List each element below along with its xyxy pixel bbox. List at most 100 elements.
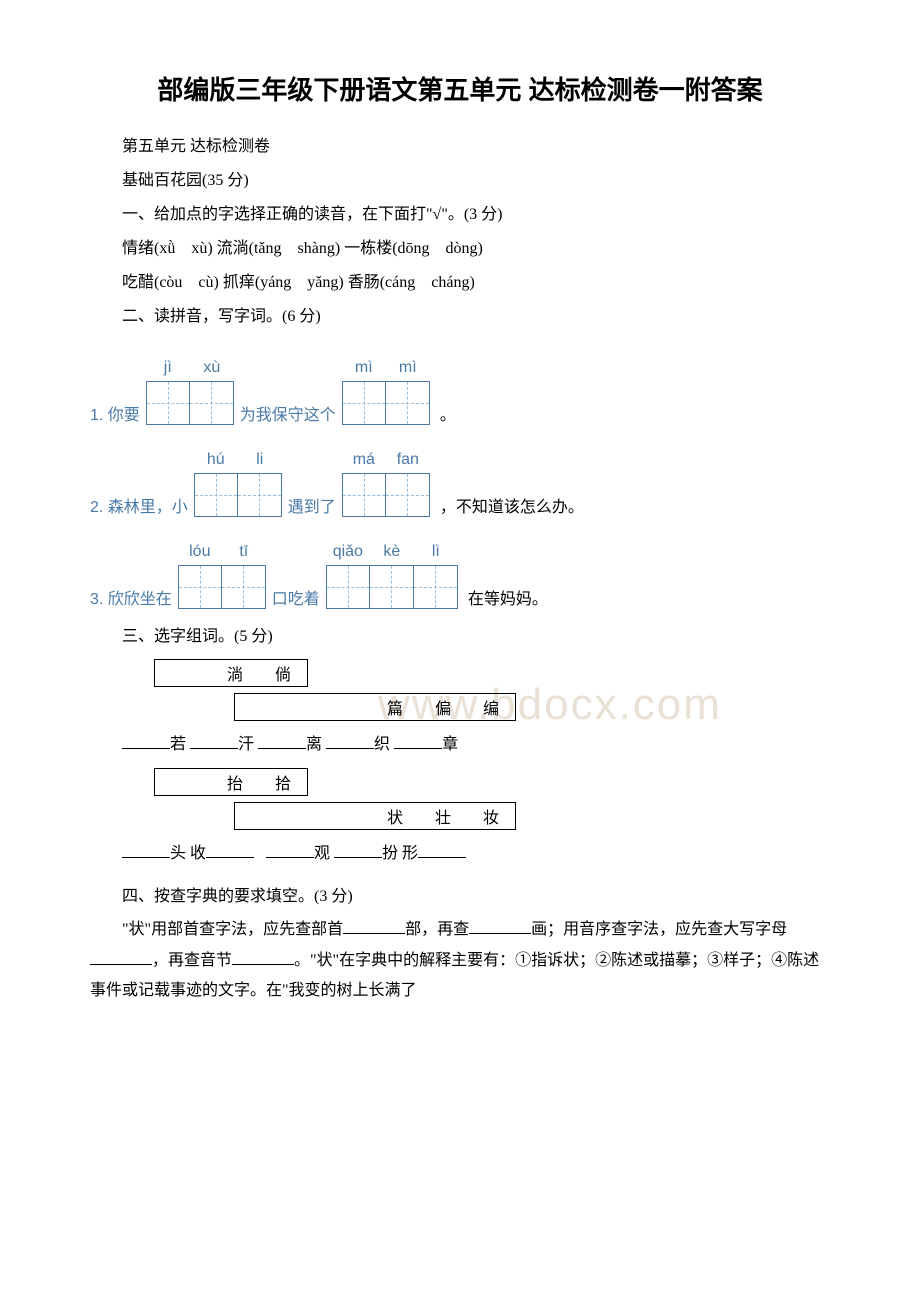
q1-line1: 情绪(xǜ xù) 流淌(tǎng shàng) 一栋楼(dōng dòng) — [90, 233, 830, 265]
character-write-box[interactable] — [194, 473, 238, 517]
pinyin-box-group: hú li — [194, 451, 282, 517]
q3-header: 三、选字组词。(5 分) — [90, 621, 830, 653]
pinyin-box[interactable]: kè — [370, 543, 414, 609]
pinyin-box[interactable]: lóu — [178, 543, 222, 609]
character-write-box[interactable] — [386, 473, 430, 517]
fill-blank[interactable] — [343, 918, 405, 934]
pinyin-box[interactable]: xù — [190, 359, 234, 425]
pinyin-label: fan — [397, 451, 419, 471]
q4-header: 四、按查字典的要求填空。(3 分) — [90, 881, 830, 913]
pinyin-box-group: lóutī — [178, 543, 266, 609]
pinyin-label: lì — [432, 543, 440, 563]
pinyin-box[interactable]: li — [238, 451, 282, 517]
pinyin-label: mì — [355, 359, 373, 379]
fill-blank[interactable] — [206, 842, 254, 858]
fill-blank[interactable] — [326, 733, 374, 749]
pinyin-box-group: qiǎokèlì — [326, 543, 458, 609]
pinyin-box[interactable]: mì — [342, 359, 386, 425]
pinyin-label: tī — [239, 543, 248, 563]
fill-blank[interactable] — [266, 842, 314, 858]
char-choice-box: 淌 倘 — [154, 659, 308, 687]
blank-label: 织 — [374, 736, 394, 753]
pinyin-box-group: jì xù — [146, 359, 234, 425]
q3-choice-row-1: 淌 倘 — [90, 659, 830, 687]
q3-choice-row-2: 篇 偏 编 — [90, 693, 830, 721]
fill-blank[interactable] — [190, 733, 238, 749]
blank-label: 头 收 — [170, 845, 206, 862]
q1-header: 一、给加点的字选择正确的读音，在下面打"√"。(3 分) — [90, 199, 830, 231]
character-write-box[interactable] — [190, 381, 234, 425]
blank-label: 离 — [306, 736, 326, 753]
pinyin-label: jì — [164, 359, 172, 379]
fill-blank[interactable] — [469, 918, 531, 934]
q4-text-fragment: 画；用音序查字法，应先查大写字母 — [531, 921, 787, 938]
pinyin-label: má — [353, 451, 375, 471]
pinyin-box[interactable]: lì — [414, 543, 458, 609]
q4-text-fragment: "状"用部首查字法，应先查部首 — [122, 921, 343, 938]
character-write-box[interactable] — [178, 565, 222, 609]
pinyin-box[interactable]: tī — [222, 543, 266, 609]
q4-text-fragment: 部，再查 — [405, 921, 469, 938]
character-write-box[interactable] — [326, 565, 370, 609]
character-write-box[interactable] — [146, 381, 190, 425]
question-suffix: 。 — [440, 401, 456, 425]
pinyin-question-row: 2. 森林里，小 hú li 遇到了 má fan ，不知道该怎么办。 — [90, 451, 830, 517]
page-title: 部编版三年级下册语文第五单元 达标检测卷一附答案 — [90, 70, 830, 107]
q1-line2: 吃醋(còu cù) 抓痒(yáng yǎng) 香肠(cáng cháng) — [90, 267, 830, 299]
q3-blanks-row-2: 头 收 观 扮 形 — [90, 836, 830, 871]
pinyin-box[interactable]: hú — [194, 451, 238, 517]
q3-choice-row-3: 抬 拾 — [90, 768, 830, 796]
pinyin-box-group: má fan — [342, 451, 430, 517]
pinyin-box[interactable]: fan — [386, 451, 430, 517]
subtitle: 第五单元 达标检测卷 — [90, 131, 830, 163]
character-write-box[interactable] — [370, 565, 414, 609]
question-mid: 为我保守这个 — [240, 401, 336, 425]
character-write-box[interactable] — [342, 473, 386, 517]
q2-items: 1. 你要 jì xù 为我保守这个 mì mì 。 2. 森林里，小 hú li 遇到了 má fan… — [90, 359, 830, 609]
pinyin-label: qiǎo — [333, 543, 363, 563]
section-base: 基础百花园(35 分) — [90, 165, 830, 197]
character-write-box[interactable] — [414, 565, 458, 609]
question-suffix: 在等妈妈。 — [468, 585, 548, 609]
character-write-box[interactable] — [386, 381, 430, 425]
blank-label: 章 — [442, 736, 458, 753]
fill-blank[interactable] — [232, 949, 294, 965]
question-prefix: 2. 森林里，小 — [90, 493, 188, 517]
fill-blank[interactable] — [394, 733, 442, 749]
pinyin-label: mì — [399, 359, 417, 379]
question-mid: 遇到了 — [288, 493, 336, 517]
blank-label: 观 — [314, 845, 330, 862]
fill-blank[interactable] — [122, 842, 170, 858]
pinyin-box[interactable]: mì — [386, 359, 430, 425]
fill-blank[interactable] — [418, 842, 466, 858]
question-mid: 口吃着 — [272, 585, 320, 609]
q3-blanks-row-1: 若 汗 离 织 章 — [90, 727, 830, 762]
pinyin-box[interactable]: jì — [146, 359, 190, 425]
pinyin-question-row: 3. 欣欣坐在lóutī口吃着qiǎokèlì在等妈妈。 — [90, 543, 830, 609]
question-suffix: ，不知道该怎么办。 — [440, 493, 584, 517]
pinyin-label: li — [256, 451, 263, 471]
pinyin-box[interactable]: qiǎo — [326, 543, 370, 609]
pinyin-label: xù — [203, 359, 220, 379]
fill-blank[interactable] — [258, 733, 306, 749]
character-write-box[interactable] — [238, 473, 282, 517]
q2-header: 二、读拼音，写字词。(6 分) — [90, 301, 830, 333]
pinyin-box[interactable]: má — [342, 451, 386, 517]
blank-label: 扮 形 — [382, 845, 418, 862]
pinyin-question-row: 1. 你要 jì xù 为我保守这个 mì mì 。 — [90, 359, 830, 425]
char-choice-box: 状 壮 妆 — [234, 802, 516, 830]
fill-blank[interactable] — [90, 949, 152, 965]
q3-choice-row-4: 状 壮 妆 — [90, 802, 830, 830]
character-write-box[interactable] — [222, 565, 266, 609]
question-prefix: 1. 你要 — [90, 401, 140, 425]
q4-text: "状"用部首查字法，应先查部首部，再查画；用音序查字法，应先查大写字母，再查音节… — [90, 915, 830, 1006]
page-root: www.bdocx.com 部编版三年级下册语文第五单元 达标检测卷一附答案 第… — [90, 70, 830, 1007]
pinyin-box-group: mì mì — [342, 359, 430, 425]
fill-blank[interactable] — [334, 842, 382, 858]
pinyin-label: hú — [207, 451, 225, 471]
character-write-box[interactable] — [342, 381, 386, 425]
fill-blank[interactable] — [122, 733, 170, 749]
blank-label: 汗 — [238, 736, 258, 753]
char-choice-box: 篇 偏 编 — [234, 693, 516, 721]
char-choice-box: 抬 拾 — [154, 768, 308, 796]
